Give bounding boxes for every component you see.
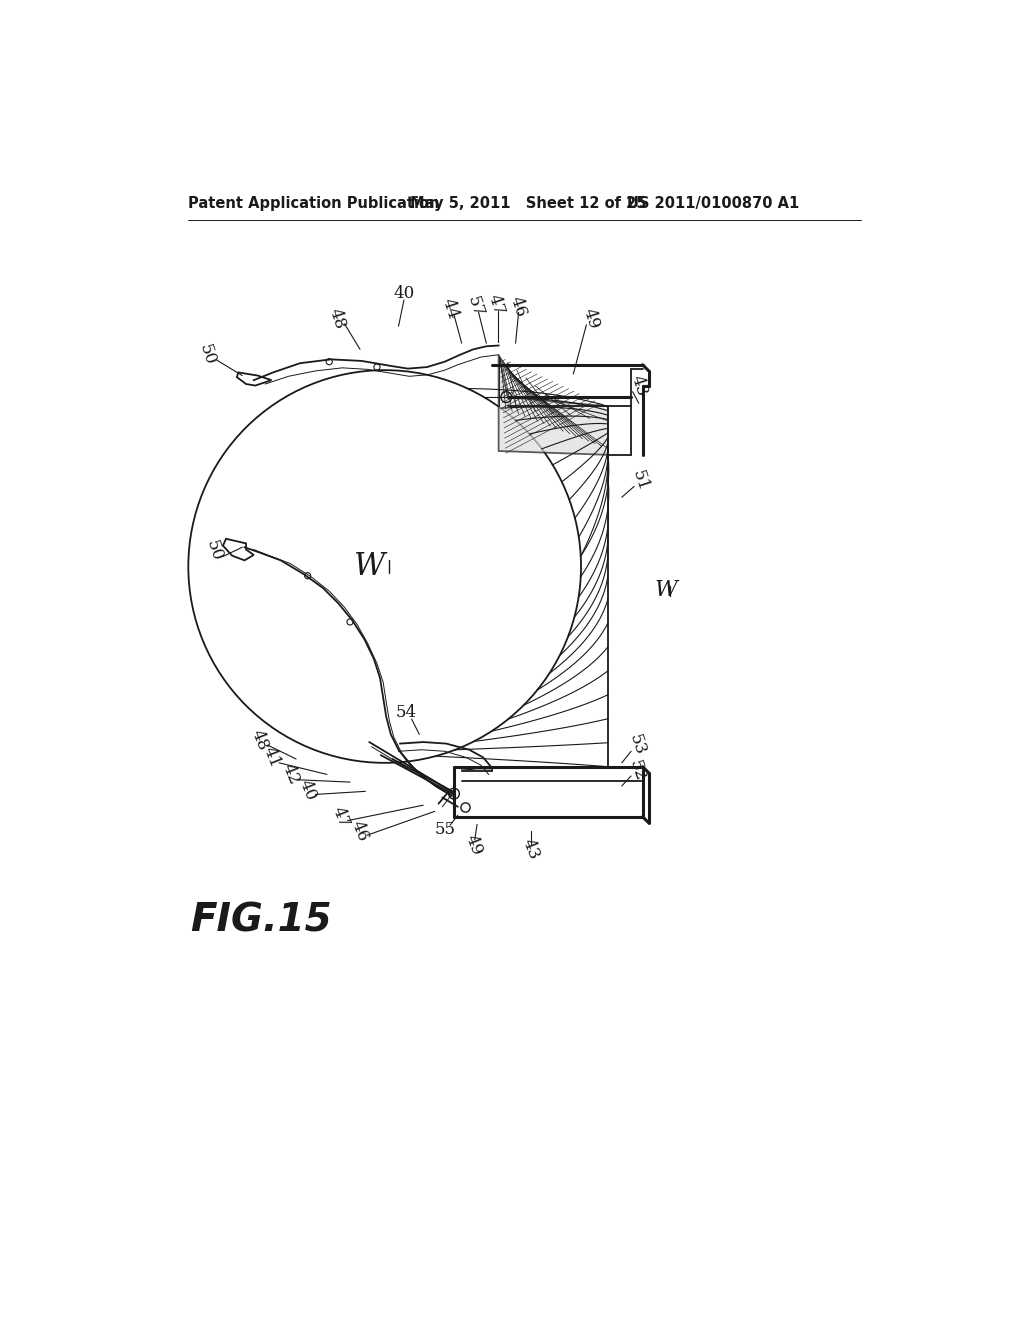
Text: 42: 42	[279, 762, 302, 788]
Text: 46: 46	[507, 293, 529, 319]
Text: 48: 48	[326, 306, 348, 331]
Text: W: W	[353, 550, 385, 582]
Text: 40: 40	[296, 776, 319, 803]
Text: 49: 49	[462, 833, 485, 858]
Text: May 5, 2011   Sheet 12 of 25: May 5, 2011 Sheet 12 of 25	[410, 195, 646, 211]
Text: 43: 43	[519, 836, 543, 862]
Text: 57: 57	[464, 293, 486, 319]
Text: 46: 46	[348, 817, 372, 843]
Text: 48: 48	[248, 727, 271, 752]
Text: 49: 49	[580, 306, 602, 331]
Text: 47: 47	[329, 804, 352, 830]
Text: 41: 41	[260, 744, 284, 771]
Text: 53: 53	[626, 733, 648, 758]
Text: 52: 52	[626, 758, 648, 783]
Text: 50: 50	[203, 539, 225, 564]
Text: 54: 54	[395, 705, 417, 721]
Text: FIG.15: FIG.15	[190, 902, 332, 940]
Text: 40: 40	[393, 285, 415, 302]
Text: 43: 43	[628, 372, 650, 399]
Polygon shape	[499, 355, 608, 455]
Text: Patent Application Publication: Patent Application Publication	[188, 195, 440, 211]
Text: 51: 51	[629, 467, 651, 492]
Text: 44: 44	[438, 296, 462, 321]
Polygon shape	[462, 767, 490, 771]
Text: 50: 50	[197, 342, 219, 367]
Text: 47: 47	[485, 292, 508, 317]
Text: 55: 55	[434, 821, 456, 838]
Text: W: W	[654, 578, 677, 601]
Text: US 2011/0100870 A1: US 2011/0100870 A1	[628, 195, 800, 211]
